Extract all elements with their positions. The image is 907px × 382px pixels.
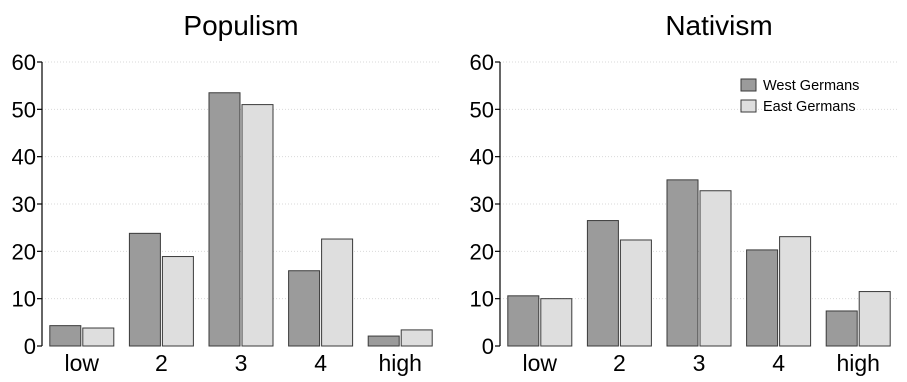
bar-west-3: [208, 92, 241, 347]
bar-west-high: [825, 310, 858, 347]
x-category-label: 3: [235, 350, 248, 376]
chart-title: Populism: [183, 10, 298, 41]
x-category-label: low: [523, 350, 558, 376]
legend-label: East Germans: [763, 99, 856, 115]
bar-east-4: [321, 238, 354, 347]
y-tick-label: 60: [470, 50, 494, 75]
bar-east-low: [82, 327, 115, 347]
bar-east-3: [241, 104, 274, 347]
y-tick-label: 0: [482, 334, 494, 359]
bar-west-4: [288, 270, 321, 347]
bar-west-2: [128, 232, 161, 347]
bar-east-4: [779, 236, 812, 347]
bar-west-4: [746, 249, 779, 347]
x-category-label: high: [378, 350, 421, 376]
bar-west-2: [586, 220, 619, 347]
y-tick-label: 20: [470, 239, 494, 264]
y-tick-label: 50: [12, 97, 36, 122]
y-tick-label: 30: [470, 192, 494, 217]
bar-east-2: [161, 256, 194, 347]
bar-west-low: [49, 325, 82, 347]
y-tick-label: 40: [12, 145, 36, 170]
bar-east-high: [858, 291, 891, 347]
chart-panel-0: Populism 0 10 20 30 40 50 60 low 2 3 4 high: [12, 10, 440, 376]
x-category-label: low: [65, 350, 100, 376]
bar-west-low: [507, 295, 540, 347]
legend-label: West Germans: [763, 78, 859, 94]
y-tick-label: 10: [470, 287, 494, 312]
x-category-label: 4: [314, 350, 327, 376]
y-tick-label: 10: [12, 287, 36, 312]
x-category-label: high: [836, 350, 879, 376]
y-tick-label: 30: [12, 192, 36, 217]
bar-east-high: [400, 329, 433, 347]
legend-swatch-0: [740, 78, 757, 92]
y-tick-label: 40: [470, 145, 494, 170]
bar-west-3: [666, 179, 699, 347]
bar-east-3: [699, 190, 732, 347]
x-category-label: 3: [693, 350, 706, 376]
y-tick-label: 50: [470, 97, 494, 122]
x-category-label: 2: [155, 350, 168, 376]
chart-title: Nativism: [665, 10, 772, 41]
x-category-label: 2: [613, 350, 626, 376]
y-tick-label: 0: [24, 334, 36, 359]
y-tick-label: 60: [12, 50, 36, 75]
legend-swatch-1: [740, 99, 757, 113]
bar-east-low: [540, 298, 573, 347]
bar-west-high: [367, 335, 400, 347]
bar-east-2: [619, 239, 652, 347]
x-category-label: 4: [772, 350, 785, 376]
y-tick-label: 20: [12, 239, 36, 264]
chart-panel-1: Nativism 0 10 20 30 40 50 60 low 2 3 4 high West Germ…: [470, 10, 898, 376]
